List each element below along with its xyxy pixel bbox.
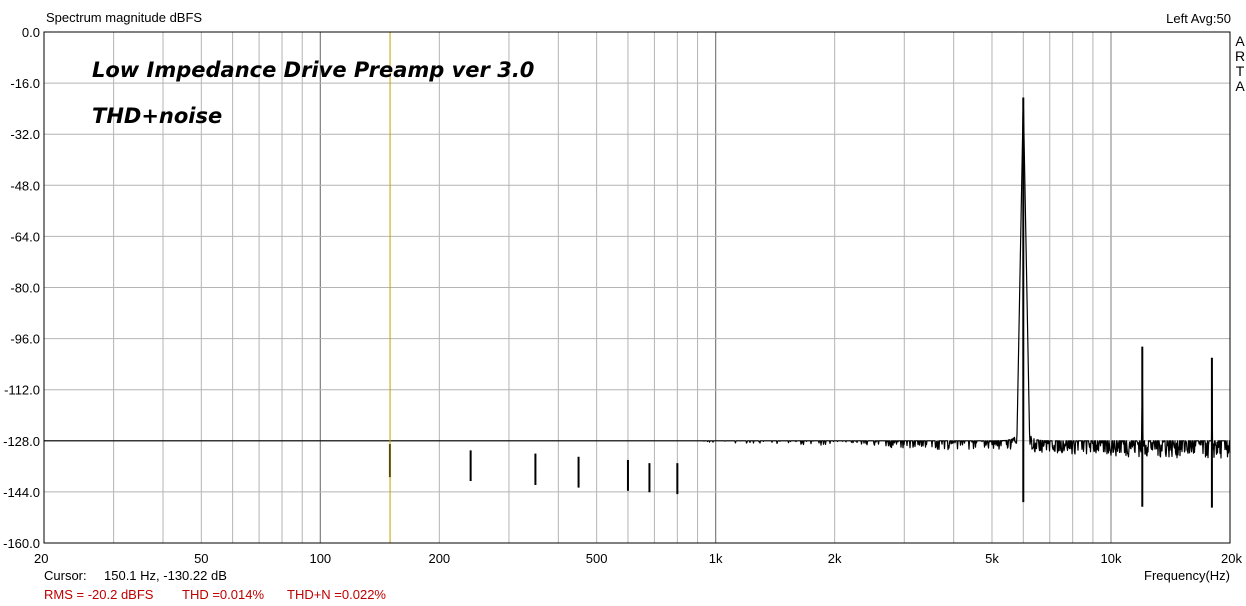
annotation-title: Low Impedance Drive Preamp ver 3.0 bbox=[92, 58, 534, 82]
y-tick-label: -128.0 bbox=[3, 434, 40, 449]
annotation-subtitle: THD+noise bbox=[92, 104, 222, 128]
brand-letter: T bbox=[1236, 63, 1245, 79]
x-tick-label: 500 bbox=[586, 551, 608, 566]
x-tick-label: 20 bbox=[34, 551, 48, 566]
x-axis-label: Frequency(Hz) bbox=[1144, 568, 1230, 583]
x-tick-label: 20k bbox=[1221, 551, 1242, 566]
rms-readout: RMS = -20.2 dBFS bbox=[44, 587, 154, 602]
y-tick-label: -160.0 bbox=[3, 536, 40, 551]
channel-average-label: Left Avg:50 bbox=[1166, 11, 1231, 26]
x-tick-label: 10k bbox=[1101, 551, 1122, 566]
brand-letter: A bbox=[1235, 33, 1245, 49]
cursor-label: Cursor: bbox=[44, 568, 87, 583]
x-axis-tick-labels: 20 50 100 200 500 1k 2k 5k 10k 20k bbox=[34, 551, 1242, 566]
thdn-readout: THD+N =0.022% bbox=[287, 587, 386, 602]
brand-letter: A bbox=[1235, 78, 1245, 94]
spectrum-trace bbox=[43, 97, 1231, 508]
x-tick-label: 50 bbox=[194, 551, 208, 566]
x-tick-label: 100 bbox=[309, 551, 331, 566]
x-tick-label: 5k bbox=[985, 551, 999, 566]
y-tick-label: -64.0 bbox=[10, 229, 40, 244]
noise-floor-trace bbox=[43, 108, 1231, 459]
y-tick-label: -48.0 bbox=[10, 178, 40, 193]
x-tick-label: 200 bbox=[428, 551, 450, 566]
y-tick-label: -144.0 bbox=[3, 485, 40, 500]
y-tick-label: -112.0 bbox=[4, 383, 40, 398]
y-tick-label: -80.0 bbox=[10, 281, 40, 296]
plot-frame bbox=[43, 31, 1231, 544]
cursor-readout: 150.1 Hz, -130.22 dB bbox=[104, 568, 227, 583]
y-tick-label: 0.0 bbox=[22, 25, 40, 40]
x-tick-label: 1k bbox=[709, 551, 723, 566]
y-tick-label: -32.0 bbox=[10, 127, 40, 142]
thd-readout: THD =0.014% bbox=[182, 587, 265, 602]
x-tick-label: 2k bbox=[828, 551, 842, 566]
brand-letter: R bbox=[1235, 48, 1245, 64]
y-tick-label: -16.0 bbox=[10, 76, 40, 91]
y-axis-tick-labels: 0.0 -16.0 -32.0 -48.0 -64.0 -80.0 -96.0 -112.0 -… bbox=[3, 25, 40, 551]
y-tick-label: -96.0 bbox=[10, 332, 40, 347]
chart-title: Spectrum magnitude dBFS bbox=[46, 10, 203, 25]
